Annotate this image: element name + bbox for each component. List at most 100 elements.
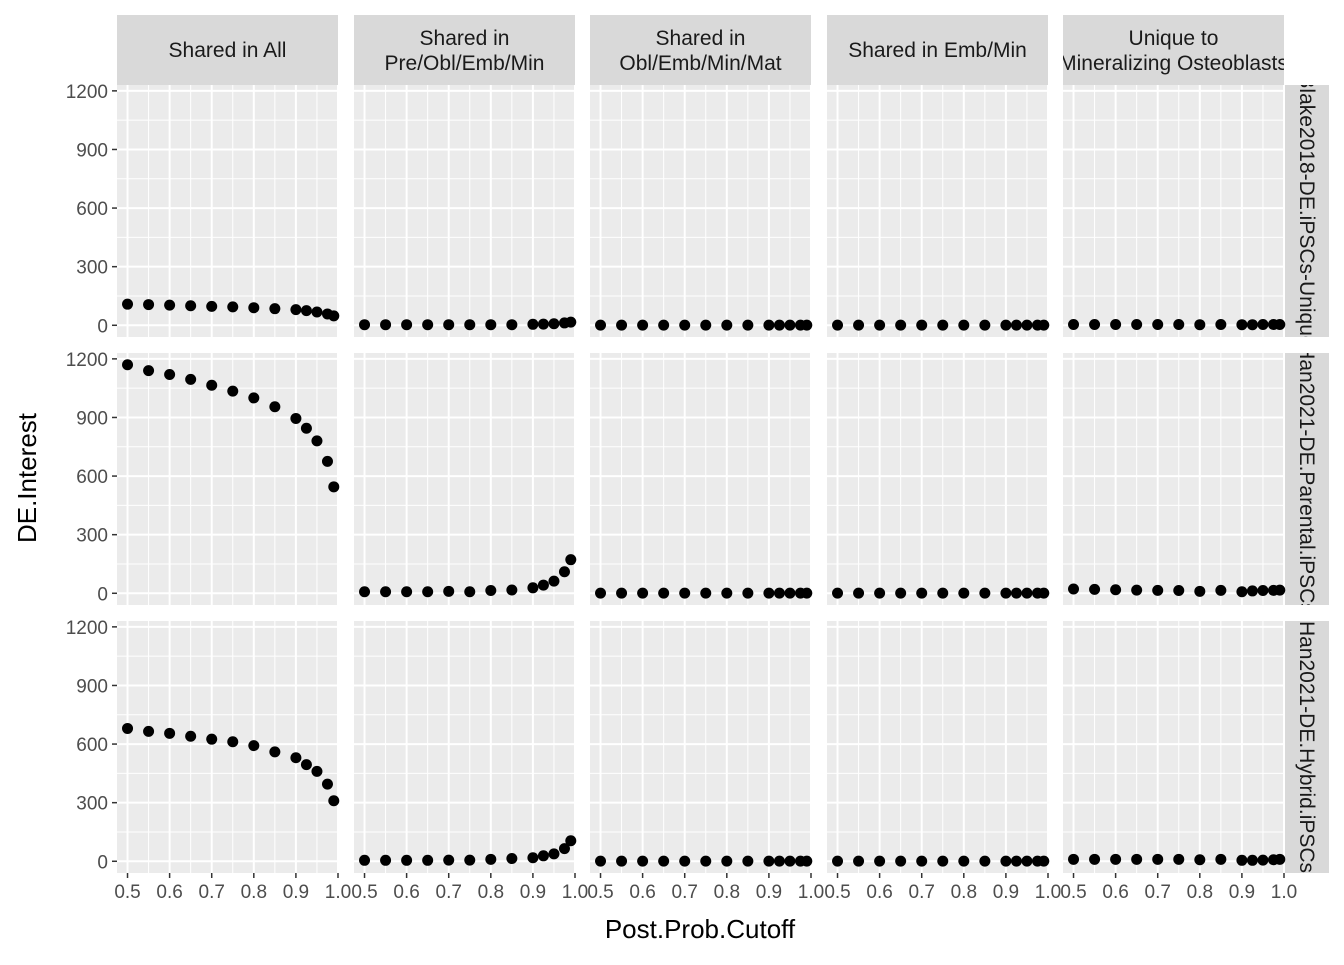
data-point	[464, 319, 476, 331]
x-tick-label: 0.7	[909, 882, 935, 903]
data-point	[1215, 584, 1227, 596]
data-point	[328, 310, 340, 322]
data-point	[1000, 319, 1012, 331]
data-point	[616, 587, 628, 599]
data-point	[595, 319, 607, 331]
x-tick-label: 0.9	[520, 882, 546, 903]
y-tick-label: 1200	[66, 618, 108, 639]
data-point	[742, 587, 754, 599]
data-point	[979, 587, 991, 599]
data-point	[185, 373, 197, 385]
data-point	[773, 855, 785, 867]
data-point	[958, 319, 970, 331]
data-point	[658, 855, 670, 867]
data-point	[1194, 319, 1206, 331]
facet-panel	[827, 353, 1050, 605]
strip-background	[1285, 621, 1329, 873]
data-point	[290, 304, 302, 316]
data-point	[1010, 319, 1022, 331]
data-point	[269, 303, 281, 315]
data-point	[1068, 318, 1080, 330]
data-point	[122, 298, 134, 310]
column-strip-label: Unique to	[1129, 27, 1219, 50]
panel-background	[117, 85, 338, 337]
data-point	[206, 379, 218, 391]
data-point	[548, 848, 560, 860]
facet-panel	[1063, 353, 1286, 605]
data-point	[185, 730, 197, 742]
column-strip-label: Obl/Emb/Min/Mat	[619, 52, 781, 75]
data-point	[721, 855, 733, 867]
y-axis-title: DE.Interest	[12, 412, 42, 543]
facet-panel	[590, 621, 813, 873]
data-point	[422, 854, 434, 866]
data-point	[1068, 583, 1080, 595]
data-point	[164, 368, 176, 380]
column-strip-label: Pre/Obl/Emb/Min	[385, 52, 545, 75]
data-point	[328, 481, 340, 493]
data-point	[679, 319, 691, 331]
data-point	[874, 855, 886, 867]
panel-background	[117, 621, 338, 873]
panel-background	[590, 621, 811, 873]
data-point	[527, 318, 539, 330]
data-point	[311, 435, 323, 447]
data-point	[1038, 587, 1050, 599]
column-strip-label: Shared in All	[169, 39, 287, 62]
data-point	[1021, 319, 1033, 331]
facet-panel	[354, 85, 577, 337]
data-point	[164, 299, 176, 311]
data-point	[1110, 853, 1122, 865]
data-point	[558, 566, 570, 578]
data-point	[658, 319, 670, 331]
data-point	[485, 585, 497, 597]
y-tick-label: 900	[76, 140, 108, 161]
data-point	[595, 855, 607, 867]
data-point	[700, 587, 712, 599]
data-point	[548, 575, 560, 587]
row-strip: Han2021-DE.Parental.iPSCs	[1285, 353, 1329, 605]
data-point	[1068, 853, 1080, 865]
data-point	[1246, 854, 1258, 866]
y-tick-label: 0	[97, 852, 108, 873]
data-point	[595, 587, 607, 599]
data-point	[874, 319, 886, 331]
panel-background	[117, 353, 338, 605]
data-point	[548, 318, 560, 330]
data-point	[1236, 319, 1248, 331]
data-point	[832, 319, 844, 331]
data-point	[485, 319, 497, 331]
row-strip-label: Han2021-DE.Hybrid.iPSCs	[1295, 621, 1318, 873]
data-point	[616, 319, 628, 331]
data-point	[565, 835, 577, 847]
data-point	[143, 725, 155, 737]
x-tick-label: 0.6	[1102, 882, 1128, 903]
data-point	[1215, 853, 1227, 865]
data-point	[248, 392, 260, 404]
data-point	[1173, 318, 1185, 330]
data-point	[1194, 854, 1206, 866]
data-point	[700, 319, 712, 331]
data-point	[937, 855, 949, 867]
data-point	[1152, 318, 1164, 330]
data-point	[227, 736, 239, 748]
data-point	[784, 319, 796, 331]
x-tick-label: 0.6	[393, 882, 419, 903]
data-point	[300, 759, 312, 771]
x-tick-label: 0.9	[756, 882, 782, 903]
facet-panel	[117, 621, 340, 873]
data-point	[832, 855, 844, 867]
facet-panel	[827, 85, 1050, 337]
x-tick-label: 0.5	[114, 882, 140, 903]
data-point	[143, 365, 155, 377]
data-point	[773, 587, 785, 599]
data-point	[206, 733, 218, 745]
data-point	[916, 855, 928, 867]
data-point	[801, 855, 813, 867]
data-point	[380, 854, 392, 866]
strip-background	[354, 15, 575, 85]
y-tick-label: 900	[76, 676, 108, 697]
data-point	[311, 306, 323, 318]
data-point	[1236, 586, 1248, 598]
